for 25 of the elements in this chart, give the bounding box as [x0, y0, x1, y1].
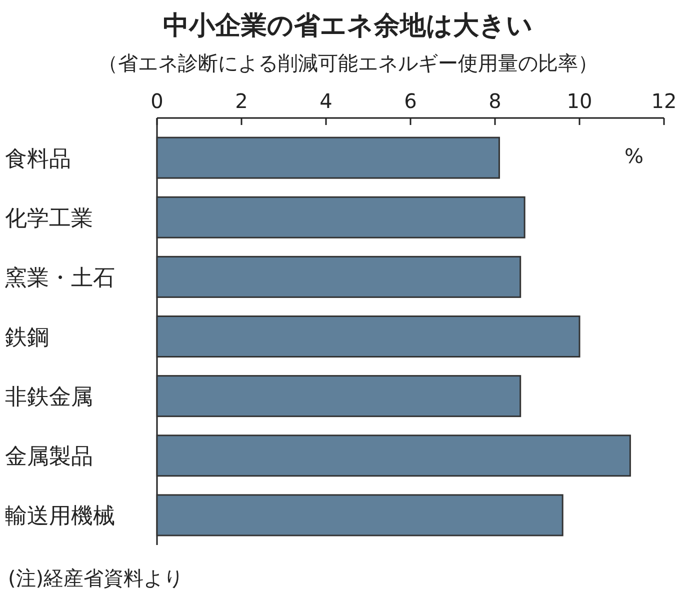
- x-tick-label: 8: [488, 89, 502, 113]
- x-tick-label: 2: [235, 89, 248, 113]
- y-tick-label: 非鉄金属: [5, 385, 93, 410]
- y-tick-label: 金属製品: [5, 444, 93, 470]
- text: (注)経産省資料より: [8, 566, 184, 590]
- bar: [156, 434, 631, 477]
- bar: [156, 315, 580, 358]
- chart-title: 中小企業の省エネ余地は大きい: [163, 11, 533, 41]
- x-axis-title: %: [624, 144, 644, 168]
- bar: [156, 375, 522, 418]
- bar: [156, 256, 522, 298]
- x-tick-label: 12: [651, 89, 677, 113]
- x-tick-label: 10: [566, 89, 592, 113]
- y-tick-label: 化学工業: [5, 206, 93, 232]
- bar: [156, 196, 526, 238]
- x-tick-label: 4: [320, 89, 332, 113]
- x-tick-label: 6: [404, 89, 417, 113]
- y-tick-label: 鉄鋼: [5, 326, 49, 350]
- chart-subtitle: （省エネ診断による削減可能エネルギー使用量の比率）: [98, 51, 598, 75]
- bar: [156, 136, 500, 179]
- bar: [156, 494, 564, 536]
- y-tick-label: 窯業・土石: [5, 266, 115, 291]
- y-tick-label: 食料品: [5, 146, 71, 172]
- x-tick-label: 0: [150, 89, 164, 113]
- y-tick-label: 輸送用機械: [5, 504, 115, 530]
